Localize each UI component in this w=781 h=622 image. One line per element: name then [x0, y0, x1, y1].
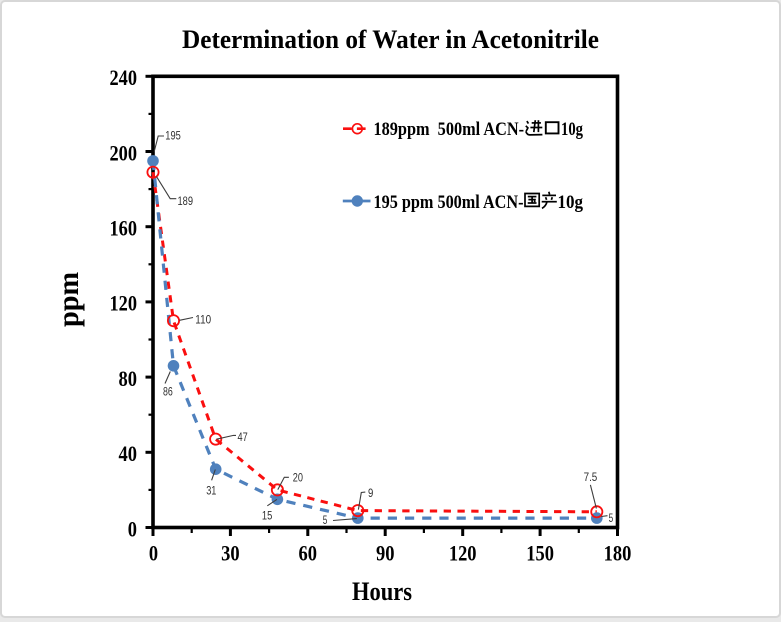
svg-text:ppm: ppm: [52, 272, 85, 327]
svg-text:189ppm 500ml ACN-: 189ppm 500ml ACN-: [374, 119, 525, 140]
svg-text:110: 110: [195, 313, 211, 327]
svg-text:80: 80: [119, 366, 138, 391]
svg-text:86: 86: [163, 385, 173, 399]
svg-text:30: 30: [221, 540, 240, 565]
svg-text:0: 0: [128, 516, 137, 541]
svg-text:47: 47: [238, 430, 248, 444]
svg-text:7.5: 7.5: [584, 470, 598, 484]
svg-text:Hours: Hours: [352, 577, 412, 606]
svg-text:120: 120: [110, 291, 138, 316]
svg-text:195 ppm 500ml ACN-: 195 ppm 500ml ACN-: [374, 192, 524, 213]
svg-text:160: 160: [110, 216, 138, 241]
svg-text:180: 180: [604, 540, 632, 565]
svg-text:195: 195: [165, 129, 181, 143]
svg-text:Determination of Water in Acet: Determination of Water in Acetonitrile: [182, 25, 599, 54]
svg-text:0: 0: [149, 540, 158, 565]
svg-text:10g: 10g: [558, 192, 584, 213]
svg-text:150: 150: [526, 540, 554, 565]
svg-text:15: 15: [262, 509, 273, 523]
svg-text:200: 200: [110, 140, 138, 165]
svg-text:20: 20: [293, 471, 303, 485]
svg-text:10g: 10g: [561, 119, 583, 140]
svg-text:189: 189: [178, 194, 194, 208]
svg-text:9: 9: [368, 486, 374, 500]
svg-text:5: 5: [323, 513, 328, 527]
svg-text:31: 31: [206, 483, 216, 497]
svg-text:90: 90: [376, 540, 395, 565]
svg-text:40: 40: [119, 441, 138, 466]
svg-text:240: 240: [110, 65, 138, 90]
svg-text:60: 60: [299, 540, 318, 565]
svg-text:120: 120: [449, 540, 477, 565]
svg-text:5: 5: [609, 511, 614, 525]
